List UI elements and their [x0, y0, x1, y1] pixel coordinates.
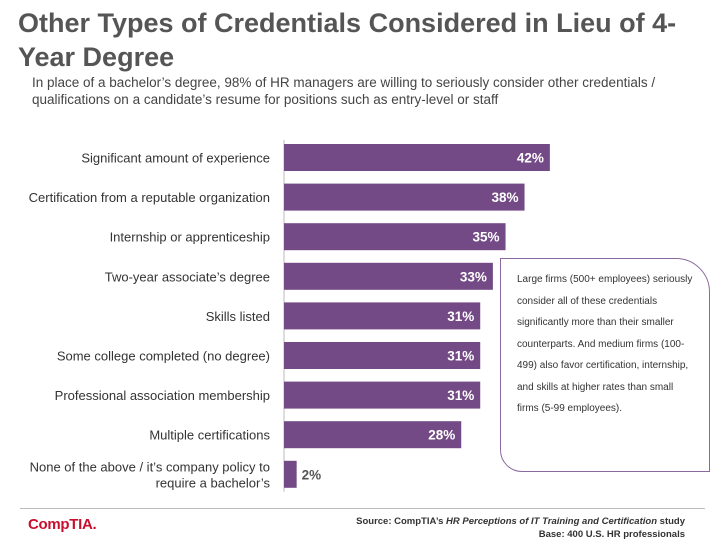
- bar-value-label-0: 42%: [517, 151, 544, 166]
- bar-0: [284, 144, 550, 171]
- callout-note: Large firms (500+ employees) seriously c…: [500, 258, 710, 472]
- bar-value-label-3: 33%: [460, 269, 487, 284]
- category-label-3: Two-year associate’s degree: [105, 269, 270, 284]
- bar-7: [284, 421, 462, 449]
- bar-5: [284, 342, 481, 369]
- bar-value-label-1: 38%: [492, 190, 519, 205]
- bar-8: [284, 460, 297, 488]
- category-label-5: Some college completed (no degree): [57, 349, 270, 364]
- source-suffix: study: [657, 516, 685, 527]
- comptia-logo: CompTIA.: [28, 516, 97, 533]
- bar-2: [284, 223, 506, 251]
- source-base: Base: 400 U.S. HR professionals: [538, 529, 685, 540]
- category-label-0: Significant amount of experience: [81, 151, 270, 166]
- category-label-2: Internship or apprenticeship: [110, 230, 270, 245]
- category-label-7: Multiple certifications: [149, 428, 270, 443]
- source-note: Source: CompTIA’s HR Perceptions of IT T…: [356, 515, 685, 541]
- bar-4: [284, 302, 481, 330]
- source-study-title: HR Perceptions of IT Training and Certif…: [446, 516, 658, 527]
- bar-value-label-8: 2%: [302, 467, 322, 482]
- bar-value-label-4: 31%: [447, 309, 474, 324]
- category-label-6: Professional association membership: [55, 388, 270, 403]
- category-label-8: None of the above / it’s company policy …: [30, 459, 271, 490]
- bar-value-label-7: 28%: [428, 428, 455, 443]
- source-prefix: Source: CompTIA’s: [356, 516, 447, 527]
- bar-3: [284, 262, 493, 290]
- bar-value-label-2: 35%: [473, 230, 500, 245]
- chart-subtitle: In place of a bachelor’s degree, 98% of …: [32, 75, 656, 107]
- bar-value-label-5: 31%: [447, 349, 474, 364]
- bar-1: [284, 183, 525, 211]
- category-label-1: Certification from a reputable organizat…: [29, 190, 270, 205]
- bar-value-label-6: 31%: [447, 388, 474, 403]
- bar-6: [284, 381, 481, 409]
- chart-title: Other Types of Credentials Considered in…: [18, 8, 677, 72]
- footer-divider: [20, 508, 705, 509]
- category-label-4: Skills listed: [206, 309, 270, 324]
